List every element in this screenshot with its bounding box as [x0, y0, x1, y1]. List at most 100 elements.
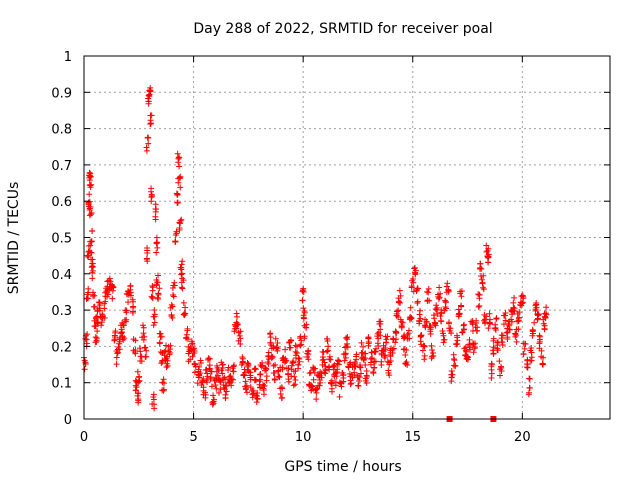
data-point-marker [541, 326, 548, 333]
data-point-marker [143, 347, 150, 354]
data-point-marker [86, 206, 93, 213]
data-point [244, 359, 252, 375]
data-point-marker [212, 381, 219, 388]
data-point-marker [92, 334, 99, 341]
data-point-marker [134, 368, 141, 375]
y-tick-label: 0.6 [51, 195, 72, 210]
data-point-marker [207, 376, 214, 383]
data-point-marker [398, 318, 405, 325]
data-point-marker [177, 220, 184, 227]
data-point-marker [160, 387, 167, 394]
data-point-marker [89, 269, 96, 276]
data-point-marker [490, 350, 497, 357]
data-point-marker [524, 364, 531, 371]
data-point-marker [299, 288, 306, 295]
data-point-marker [272, 335, 279, 342]
data-point-marker [153, 234, 160, 241]
y-tick-label: 0.4 [51, 268, 72, 283]
data-point-marker [519, 292, 526, 299]
data-point-marker [152, 206, 159, 213]
data-point-marker [488, 360, 495, 367]
x-tick-label: 10 [295, 430, 312, 445]
data-point-marker [148, 112, 155, 119]
data-point-marker [541, 310, 548, 317]
data-point-marker [182, 304, 189, 311]
data-point [496, 358, 505, 379]
data-point-marker [418, 332, 425, 339]
data-point-marker [327, 356, 334, 363]
data-point [316, 368, 325, 386]
data-point-marker [88, 210, 95, 217]
data-point [290, 368, 299, 389]
data-point-marker [370, 369, 377, 376]
data-point-marker [147, 88, 154, 95]
data-point-marker [526, 385, 533, 392]
data-point-marker [474, 324, 481, 331]
data-point-marker [421, 316, 428, 323]
data-point-marker [247, 384, 254, 391]
data-point-marker [369, 355, 376, 362]
data-point-marker [421, 356, 428, 363]
data-point-marker [431, 319, 438, 326]
data-point-marker [189, 353, 196, 360]
data-point-marker [242, 378, 249, 385]
data-point-marker [450, 362, 457, 369]
data-point-marker [451, 357, 458, 364]
data-point-marker [239, 355, 246, 362]
data-point-marker [455, 306, 462, 313]
data-point-marker [315, 371, 322, 378]
data-point-marker [324, 347, 331, 354]
y-tick-label: 0.3 [51, 304, 72, 319]
data-point-marker [458, 302, 465, 309]
data-point-marker [506, 326, 513, 333]
data-point [424, 285, 433, 305]
data-point-marker [273, 345, 280, 352]
data-point-marker [477, 264, 484, 271]
data-point-marker [468, 318, 475, 325]
data-point-marker [160, 376, 167, 383]
data-point [421, 316, 430, 331]
data-point-marker [197, 370, 204, 377]
data-point-marker [351, 369, 358, 376]
data-point-marker [123, 316, 130, 323]
data-point-marker [146, 87, 153, 94]
data-point [173, 190, 181, 206]
data-point-marker [393, 336, 400, 343]
data-point-marker [435, 291, 442, 298]
data-point-marker [516, 314, 523, 321]
data-point-marker [152, 213, 159, 220]
data-point [141, 344, 150, 360]
data-point-marker [299, 297, 306, 304]
data-point-marker [173, 190, 180, 197]
data-point-marker [301, 308, 308, 315]
y-tick-label: 0.1 [51, 377, 72, 392]
data-point-marker [494, 342, 501, 349]
data-point-marker [88, 256, 95, 263]
data-point-marker [234, 313, 241, 320]
data-point-marker [526, 375, 533, 382]
data-point-marker [320, 356, 327, 363]
data-point-marker [420, 342, 427, 349]
data-point-marker [157, 334, 164, 341]
data-point-marker [266, 331, 273, 338]
data-point-marker [116, 338, 123, 345]
data-point-marker [274, 339, 281, 346]
data-point-marker [288, 362, 295, 369]
data-point-marker [267, 334, 274, 341]
data-point [202, 366, 211, 386]
data-point-marker [414, 285, 421, 292]
data-point-marker [509, 311, 516, 318]
data-point-marker [480, 284, 487, 291]
data-point-marker [147, 120, 154, 127]
data-point-marker [290, 368, 297, 375]
data-point-marker [106, 286, 113, 293]
data-point-marker [228, 375, 235, 382]
data-point [527, 344, 535, 364]
data-point-marker [119, 333, 126, 340]
data-point-marker [244, 389, 251, 396]
data-point [406, 304, 415, 323]
data-point-marker [192, 361, 199, 368]
data-point [413, 285, 421, 306]
data-point-marker [336, 379, 343, 386]
